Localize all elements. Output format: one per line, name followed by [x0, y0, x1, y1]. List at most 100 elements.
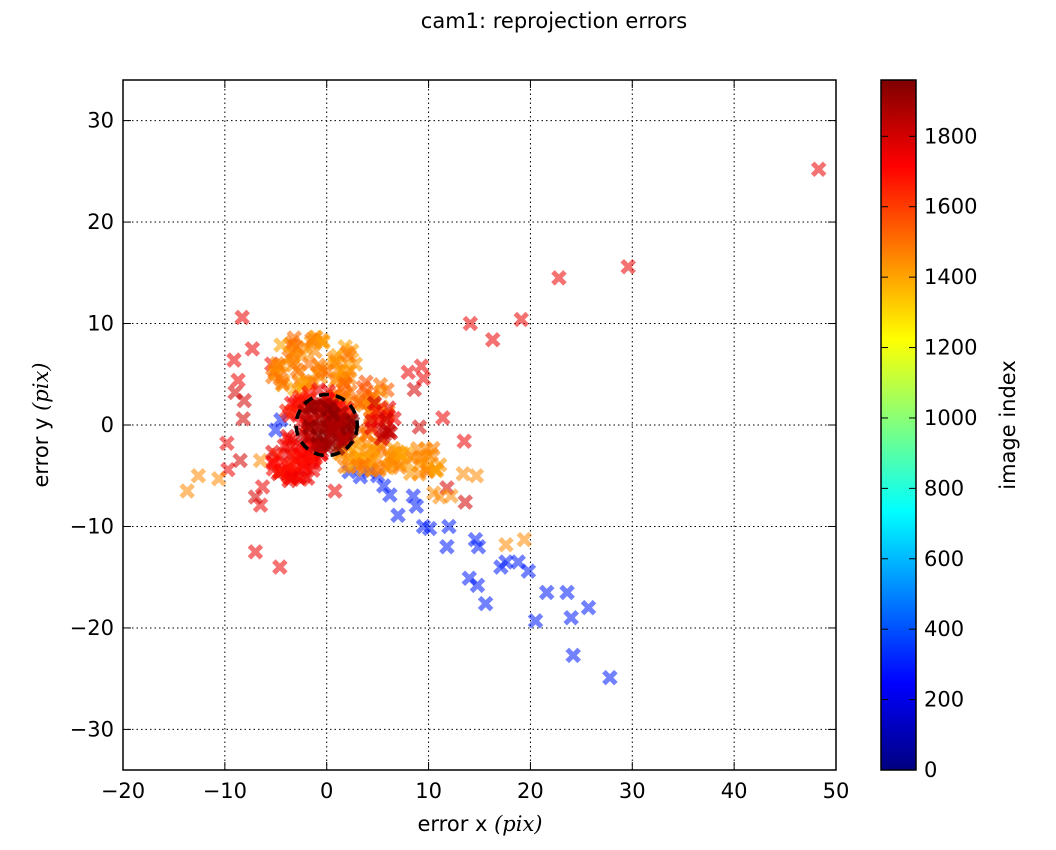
colorbar-tick-label: 800 — [924, 476, 964, 500]
chart-title: cam1: reprojection errors — [421, 9, 687, 33]
cluster-point — [297, 441, 314, 458]
data-point — [484, 331, 501, 348]
y-axis-ticks: −30 −20 −10 0 10 20 30 — [70, 109, 836, 741]
data-point — [439, 538, 455, 555]
cluster-point — [411, 466, 427, 482]
colorbar-tick-label: 0 — [924, 758, 937, 782]
data-point — [375, 478, 392, 494]
cluster-point — [350, 394, 367, 411]
colorbar-tick-label: 600 — [924, 547, 964, 571]
data-point — [425, 485, 442, 501]
y-tick-label: 30 — [87, 109, 114, 133]
cluster-point — [418, 441, 434, 458]
y-tick-label: 0 — [101, 413, 114, 437]
data-point — [498, 536, 514, 553]
data-point — [226, 352, 242, 368]
cluster-point — [371, 462, 387, 478]
colorbar — [880, 79, 917, 771]
data-point — [455, 465, 471, 482]
x-tick-label: −10 — [203, 779, 247, 803]
data-point — [234, 309, 250, 326]
data-points — [179, 161, 827, 686]
data-point — [516, 531, 533, 548]
y-axis-label: error y (pix) — [29, 362, 53, 487]
grid-lines — [123, 80, 836, 770]
cluster-point — [307, 333, 323, 349]
data-point — [563, 610, 579, 626]
cluster-point — [272, 370, 288, 387]
data-point — [247, 544, 264, 560]
x-tick-label: 20 — [517, 779, 544, 803]
cluster-point — [273, 337, 289, 353]
data-point — [551, 270, 567, 286]
data-point — [405, 488, 422, 504]
colorbar-ticks: 0 200 400 600 800 1000 1200 1400 1600 1800 — [881, 124, 977, 782]
data-point — [413, 358, 430, 374]
data-point — [235, 411, 251, 427]
data-point — [230, 372, 246, 389]
data-point — [527, 613, 544, 629]
data-point — [400, 364, 416, 381]
data-point — [435, 410, 451, 426]
data-point — [390, 507, 406, 524]
colorbar-tick-label: 200 — [924, 688, 964, 712]
data-point — [421, 520, 438, 537]
data-point — [580, 599, 597, 616]
data-point — [327, 483, 343, 499]
cluster-point — [393, 446, 410, 463]
x-tick-label: 0 — [320, 779, 333, 803]
cluster-point — [326, 419, 343, 436]
cluster-point — [295, 457, 312, 474]
data-point — [411, 419, 428, 435]
y-tick-label: −20 — [70, 616, 114, 640]
data-point — [415, 370, 432, 387]
colorbar-tick-label: 1400 — [924, 265, 977, 289]
data-point — [477, 595, 494, 612]
x-axis-ticks: −20 −10 0 10 20 30 40 50 — [101, 80, 850, 803]
cluster-point — [265, 455, 281, 471]
data-point — [268, 422, 284, 438]
data-point — [441, 518, 457, 535]
data-point — [468, 467, 485, 484]
colorbar-label: image index — [996, 360, 1020, 490]
data-point — [620, 258, 636, 275]
cluster-point — [289, 362, 306, 378]
cluster-point — [280, 459, 297, 476]
data-point — [247, 489, 264, 505]
x-tick-label: 10 — [415, 779, 442, 803]
colorbar-tick-label: 400 — [924, 617, 964, 641]
colorbar-tick-label: 1000 — [924, 406, 977, 430]
x-tick-label: 40 — [721, 779, 748, 803]
cluster-point — [286, 330, 302, 346]
cluster-point — [286, 352, 302, 369]
cluster-point — [325, 406, 342, 423]
cluster-point — [310, 357, 327, 374]
data-point — [457, 494, 474, 510]
y-tick-label: −10 — [70, 514, 114, 538]
data-point — [406, 381, 423, 398]
data-point — [565, 647, 581, 664]
y-tick-label: −30 — [70, 717, 114, 741]
data-point — [462, 315, 479, 332]
colorbar-tick-label: 1200 — [924, 336, 977, 360]
cluster-point — [269, 359, 286, 375]
data-point — [456, 433, 472, 450]
data-point — [513, 311, 530, 328]
data-point — [190, 467, 207, 484]
cluster-point — [321, 435, 338, 452]
colorbar-tick-label: 1600 — [924, 195, 977, 219]
dense-cluster — [264, 329, 448, 489]
cluster-point — [379, 423, 396, 439]
data-point — [179, 483, 195, 499]
cluster-point — [305, 399, 321, 415]
cluster-point — [336, 458, 353, 475]
cluster-point — [404, 449, 420, 466]
x-tick-label: 50 — [823, 779, 850, 803]
cluster-point — [339, 344, 356, 361]
cluster-point — [363, 419, 380, 436]
data-point — [461, 570, 478, 586]
cluster-point — [355, 456, 372, 473]
cluster-point — [283, 470, 300, 486]
x-axis-label: error x (pix) — [417, 812, 542, 836]
data-point — [244, 341, 261, 357]
